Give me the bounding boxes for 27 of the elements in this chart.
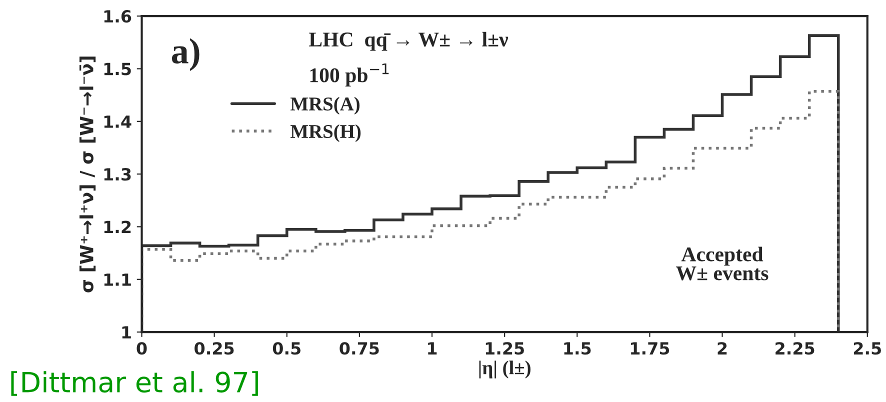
annotation: 100 pb$^{−1}$	[310, 63, 389, 87]
y-tick-label: 1.5	[104, 62, 131, 76]
x-tick-label: 1.5	[564, 342, 591, 355]
text: [Dittmar et al. 97]	[11, 371, 258, 396]
x-tick-label: 0.75	[340, 342, 379, 355]
y-tick-label: 1.3	[104, 168, 131, 181]
x-tick-label: 2	[718, 342, 727, 354]
annotation: Accepted W± events	[676, 246, 768, 280]
x-tick-label: 1	[428, 342, 437, 354]
y-tick-label: 1.2	[104, 220, 131, 234]
x-tick-label: 1.25	[486, 342, 524, 355]
legend-label: MRS(H)	[290, 124, 361, 142]
legend-label: MRS(A)	[290, 96, 360, 115]
x-axis-title: |η| (l±)	[479, 360, 530, 378]
y-tick-label: 1.6	[104, 10, 132, 23]
x-tick-label: 0	[136, 342, 147, 355]
y-tick-label: 1	[122, 326, 131, 338]
y-axis-title: σ [W⁺→l⁺ν] / σ [W⁻→l⁻ν̄]	[79, 56, 96, 292]
x-tick-label: 0.25	[194, 342, 234, 355]
x-tick-label: 2.5	[854, 342, 881, 355]
y-tick-label: 1.1	[104, 274, 131, 286]
annotation: LHC qq̄ → W± → l±ν	[309, 32, 508, 51]
y-tick-label: 1.4	[104, 116, 132, 128]
x-tick-label: 2.25	[776, 342, 814, 355]
annotation: a)	[172, 38, 200, 71]
x-tick-label: 1.75	[631, 342, 670, 355]
x-tick-label: 0.5	[272, 342, 300, 355]
